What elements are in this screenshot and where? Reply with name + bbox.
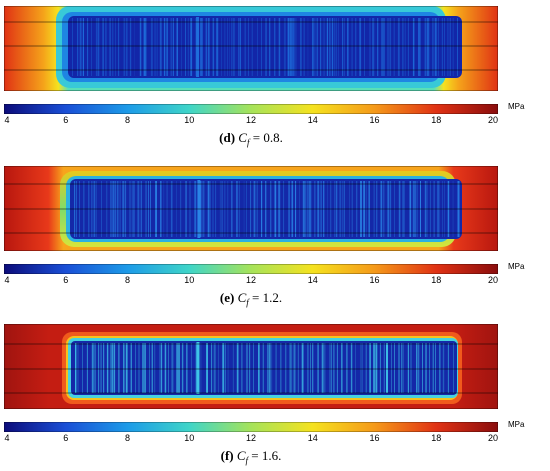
colorbar-tick-label: 8 <box>124 433 131 443</box>
colorbar-tick-label: 8 <box>124 115 131 125</box>
colorbar-f <box>4 422 498 432</box>
colorbar-tick-label: 4 <box>4 275 10 285</box>
stripes <box>75 342 454 394</box>
colorbar-tick-label: 6 <box>63 275 69 285</box>
colorbar-tick-label: 6 <box>63 115 69 125</box>
colorbar-tick-label: 12 <box>245 433 257 443</box>
colorbar-tick-label: 16 <box>369 275 380 285</box>
stripes <box>72 17 458 77</box>
colorbar-tick-label: 10 <box>184 115 195 125</box>
colorbar-tick-label: 10 <box>184 275 195 285</box>
colorbar-tick-label: 4 <box>4 115 10 125</box>
stress-contour-plot-f <box>4 324 498 409</box>
colorbar-unit: MPa <box>508 262 525 271</box>
colorbar-tick-label: 18 <box>431 115 442 125</box>
colorbar-tick-label: 18 <box>431 275 442 285</box>
colorbar-e <box>4 264 498 274</box>
colorbar-tick-label: 12 <box>245 275 257 285</box>
stress-contour-plot-d <box>4 6 498 91</box>
caption-e: (e) Cf = 1.2. <box>219 290 283 308</box>
caption-f: (f) Cf = 1.6. <box>220 448 282 466</box>
colorbar-tick-label: 14 <box>307 275 318 285</box>
colorbar-tick-label: 20 <box>487 275 499 285</box>
colorbar-unit: MPa <box>508 102 525 111</box>
colorbar-tick-label: 16 <box>369 433 380 443</box>
colorbar-tick-label: 16 <box>369 115 380 125</box>
caption-d: (d) Cf = 0.8. <box>219 130 283 148</box>
colorbar-d <box>4 104 498 114</box>
colorbar-tick-label: 10 <box>184 433 195 443</box>
colorbar-ticks: 4 6 8 10 12 14 16 18 20 <box>4 433 498 445</box>
colorbar-tick-label: 12 <box>245 115 257 125</box>
colorbar-ticks: 4 6 8 10 12 14 16 18 20 <box>4 115 498 127</box>
colorbar-tick-label: 14 <box>307 433 318 443</box>
colorbar-tick-label: 18 <box>431 433 442 443</box>
colorbar-ticks: 4 6 8 10 12 14 16 18 20 <box>4 275 498 287</box>
colorbar-unit: MPa <box>508 420 525 429</box>
colorbar-tick-label: 20 <box>487 433 499 443</box>
colorbar-tick-label: 14 <box>307 115 318 125</box>
colorbar-tick-label: 8 <box>124 275 131 285</box>
colorbar-tick-label: 6 <box>63 433 69 443</box>
colorbar-tick-label: 4 <box>4 433 10 443</box>
stress-contour-plot-e <box>4 166 498 251</box>
colorbar-tick-label: 20 <box>487 115 499 125</box>
